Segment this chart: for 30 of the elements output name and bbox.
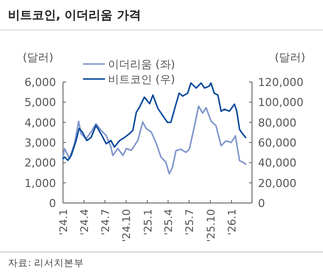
- x-tick-label: '25.1: [142, 209, 154, 236]
- legend-label: 비트코인 (우): [108, 73, 176, 86]
- y2-tick-label: 120,000: [258, 76, 304, 89]
- y-tick-label: 2,000: [24, 156, 56, 170]
- y2-tick-label: 20,000: [258, 176, 296, 190]
- y2-tick-label: 80,000: [258, 116, 296, 130]
- text: 자료: 리서치본부: [8, 258, 84, 269]
- y2-tick-label: 60,000: [258, 136, 296, 150]
- x-tick-label: '25.7: [184, 209, 196, 236]
- y-tick-label: 0: [49, 197, 56, 210]
- legend-label: 이더리움 (좌): [108, 58, 176, 71]
- x-tick-label: '25.4: [163, 208, 176, 236]
- x-tick-label: '25.10: [205, 209, 218, 242]
- y2-tick-label: 100,000: [258, 96, 304, 110]
- y2-axis-title: (달러): [274, 51, 306, 64]
- y2-tick-label: 0: [258, 197, 265, 210]
- x-tick-label: '24.7: [100, 209, 112, 236]
- x-tick-label: '24.4: [78, 208, 91, 236]
- y-tick-label: 5,000: [24, 96, 56, 110]
- y-tick-label: 1,000: [24, 176, 56, 190]
- y-tick-label: 3,000: [24, 136, 56, 150]
- y-tick-label: 4,000: [24, 116, 56, 130]
- y-tick-label: 6,000: [24, 76, 56, 89]
- x-tick-label: '26.1: [226, 209, 238, 236]
- y-axis-title: (달러): [22, 51, 54, 64]
- x-tick-label: '24.1: [58, 209, 70, 236]
- chart-title: 비트코인, 이더리움 가격: [8, 8, 141, 22]
- y2-tick-label: 40,000: [258, 156, 296, 170]
- x-tick-label: '24.10: [121, 209, 134, 242]
- line-series: [62, 105, 247, 175]
